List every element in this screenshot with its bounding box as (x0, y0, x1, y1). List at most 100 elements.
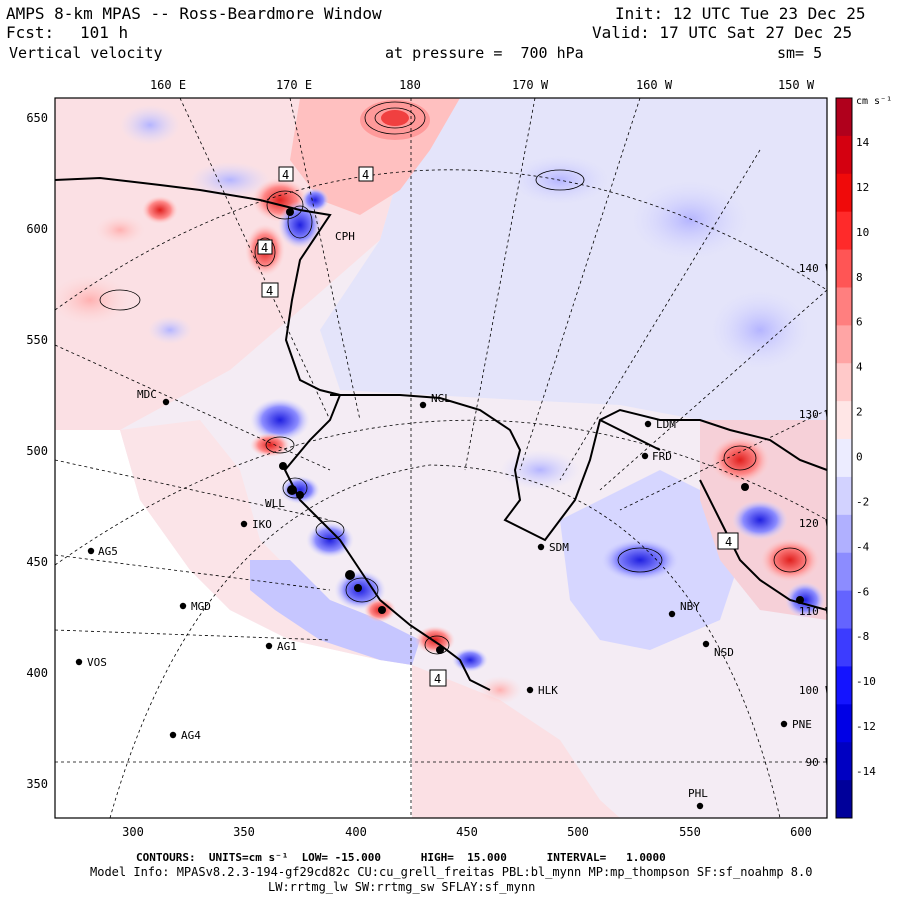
svg-text:100 W: 100 W (799, 684, 832, 697)
svg-text:600: 600 (26, 222, 48, 236)
contours-info: CONTOURS: UNITS=cm s⁻¹ LOW= -15.000 HIGH… (136, 851, 666, 864)
svg-text:LDM: LDM (656, 418, 676, 431)
contour-label-box: 4 (358, 166, 374, 182)
blob-4 (55, 275, 130, 325)
svg-text:130 W: 130 W (799, 408, 832, 421)
colorbar-label: 0 (856, 451, 863, 464)
station-cph: CPH (335, 230, 355, 243)
svg-text:NSD: NSD (714, 646, 734, 659)
svg-text:4: 4 (266, 284, 273, 298)
contour-label-boxes: 4 4 4 4 4 4 (257, 166, 739, 687)
svg-text:140 W: 140 W (799, 262, 832, 275)
station-ag1: AG1 (265, 640, 297, 653)
blob-3 (95, 215, 145, 245)
colorbar-swatch (836, 476, 852, 516)
red-max-area (381, 110, 409, 126)
svg-text:90 W: 90 W (806, 756, 833, 769)
svg-text:350: 350 (233, 825, 255, 839)
svg-text:500: 500 (26, 444, 48, 458)
svg-text:300: 300 (122, 825, 144, 839)
smoothing-value: sm= 5 (777, 44, 823, 62)
svg-text:PNE: PNE (792, 718, 812, 731)
colorbar-swatch (836, 211, 852, 251)
blue-lee-band (250, 560, 420, 665)
colorbar-swatch (836, 552, 852, 592)
station-hlk: HLK (526, 684, 558, 697)
colorbar-label: 10 (856, 226, 869, 239)
station-ag5: AG5 (87, 545, 118, 558)
svg-text:170 W: 170 W (512, 78, 549, 92)
physics-info: LW:rrtmg_lw SW:rrtmg_sw SFLAY:sf_mynn (268, 880, 536, 894)
map-title: AMPS 8-km MPAS -- Ross-Beardmore Window (6, 4, 382, 23)
svg-text:AG5: AG5 (98, 545, 118, 558)
colorbar-label: 6 (856, 316, 863, 329)
colorbar-swatch (836, 742, 852, 781)
blob-23 (600, 538, 680, 582)
station-frd: FRD (641, 450, 672, 463)
colorbar-swatch (836, 325, 852, 364)
contour-label-box: 4 (429, 669, 447, 687)
svg-text:WLL: WLL (265, 497, 285, 510)
blob-5 (142, 196, 178, 224)
station-iko: IKO (240, 518, 272, 531)
svg-text:4: 4 (362, 168, 369, 182)
station-pne: PNE (780, 718, 812, 731)
svg-text:NBY: NBY (680, 600, 700, 613)
svg-text:450: 450 (26, 555, 48, 569)
colorbar-label: 8 (856, 271, 863, 284)
init-time: Init: 12 UTC Tue 23 Dec 25 (615, 4, 866, 23)
svg-text:SDM: SDM (549, 541, 569, 554)
blob-26 (710, 290, 810, 370)
x-axis-ticks: 300 350 400 450 500 550 600 (122, 825, 812, 839)
blob-11 (250, 433, 290, 457)
colorbar-swatch (836, 666, 852, 705)
colorbar-label: -10 (856, 675, 876, 688)
blob-10 (250, 398, 310, 442)
svg-text:VOS: VOS (87, 656, 107, 669)
colorbar-swatch (836, 363, 852, 402)
colorbar-label: 12 (856, 181, 869, 194)
colorbar-swatch (836, 287, 852, 326)
svg-text:AG1: AG1 (277, 640, 297, 653)
blob-25 (630, 180, 750, 260)
svg-text:FRD: FRD (652, 450, 672, 463)
station-ag4: AG4 (169, 729, 201, 742)
colorbar-swatch (836, 704, 852, 743)
colorbar-swatch (836, 249, 852, 288)
colorbar (836, 98, 852, 819)
right-longitude-labels: 140 W 130 W 120 W 110 W 100 W 90 W (799, 262, 833, 769)
contour-label-box: 4 (261, 282, 279, 298)
svg-text:IKO: IKO (252, 518, 272, 531)
blob-17 (452, 648, 488, 672)
blob-2 (190, 162, 270, 198)
blob-20 (732, 500, 788, 540)
svg-text:650: 650 (26, 111, 48, 125)
colorbar-label: 4 (856, 361, 863, 374)
svg-text:600: 600 (790, 825, 812, 839)
pressure-level: at pressure = 700 hPa (385, 44, 584, 62)
lower-positive-area (412, 665, 620, 818)
station-mdc: MDC (137, 388, 170, 406)
coastlines (55, 176, 827, 691)
below-terrain-area (55, 430, 412, 818)
colorbar-label: -2 (856, 495, 869, 508)
blob-1 (120, 105, 180, 145)
svg-text:HLK: HLK (538, 684, 558, 697)
colorbar-label: -4 (856, 540, 870, 553)
plateau-strip (120, 420, 412, 665)
svg-text:400: 400 (345, 825, 367, 839)
station-phl: PHL (688, 787, 708, 810)
colorbar-swatch (836, 780, 852, 819)
contour-label-box: 4 (278, 166, 294, 182)
svg-text:400: 400 (26, 666, 48, 680)
blob-27 (500, 450, 580, 490)
colorbar-label: -14 (856, 765, 876, 778)
variable-name: Vertical velocity (9, 44, 163, 62)
blob-13 (306, 522, 354, 558)
station-nby: NBY (668, 600, 700, 618)
contour-lines (99, 101, 807, 655)
blob-18 (478, 676, 522, 704)
blob-16 (415, 626, 455, 654)
svg-text:MGD: MGD (191, 600, 211, 613)
